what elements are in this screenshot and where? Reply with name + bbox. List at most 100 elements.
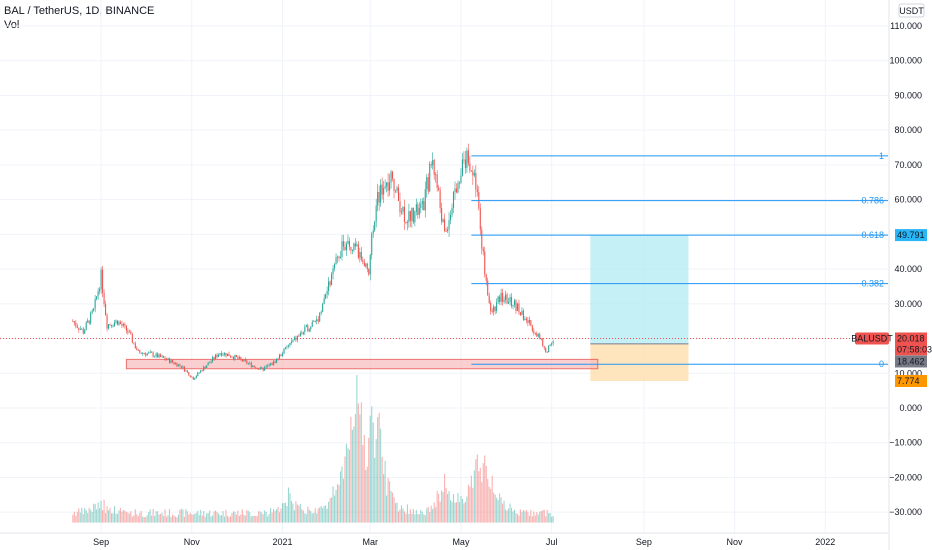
volume-bar: [466, 496, 468, 523]
candle-body: [177, 364, 179, 367]
volume-bar: [158, 514, 160, 523]
candle-body: [125, 325, 127, 331]
volume-bar: [360, 402, 362, 523]
candle-body: [320, 311, 322, 314]
candle-body: [371, 233, 373, 255]
candle-body: [406, 222, 408, 223]
volume-bar: [222, 511, 224, 523]
candle-body: [482, 248, 484, 252]
volume-bar: [493, 492, 495, 523]
volume-indicator-label[interactable]: Vol: [4, 19, 20, 31]
volume-bar: [299, 503, 301, 523]
volume-bar: [347, 448, 349, 523]
candle-body: [375, 205, 377, 222]
price-axis-badge-label: 07:58:03: [897, 344, 932, 354]
candle-body: [531, 325, 533, 331]
candle-body: [384, 186, 386, 188]
volume-bar: [475, 459, 477, 523]
candle-body: [243, 359, 245, 362]
candle-body: [415, 204, 417, 212]
candle-body: [311, 321, 313, 327]
candle-body: [533, 330, 535, 334]
candle-body: [131, 334, 133, 343]
candle-body: [463, 159, 465, 161]
candle-body: [174, 363, 176, 364]
volume-bar: [128, 513, 130, 523]
volume-bar: [200, 509, 202, 523]
volume-bar: [81, 507, 83, 523]
candle-body: [397, 187, 400, 202]
candle-body: [378, 191, 380, 203]
volume-bar: [247, 510, 249, 523]
volume-bar: [221, 515, 223, 523]
volume-bar: [531, 516, 533, 523]
volume-bar: [308, 509, 310, 523]
volume-bar: [304, 513, 306, 523]
volume-bar: [301, 509, 303, 523]
candle-body: [276, 358, 278, 363]
candle-body: [348, 240, 350, 247]
candle-body: [171, 360, 174, 363]
candle-body: [542, 338, 544, 347]
volume-bar: [292, 503, 294, 523]
candle-body: [329, 281, 331, 286]
volume-bar: [93, 503, 95, 523]
volume-bar: [429, 512, 431, 523]
volume-bar: [133, 515, 135, 523]
candle-body: [165, 359, 168, 361]
volume-bar: [174, 516, 176, 523]
volume-bar: [331, 497, 333, 523]
candle-body: [137, 350, 139, 351]
volume-bar: [451, 501, 453, 523]
volume-bar: [253, 515, 255, 523]
candle-body: [354, 243, 356, 247]
volume-bar: [469, 486, 471, 523]
candle-body: [234, 355, 236, 359]
candle-body: [441, 207, 443, 222]
candle-body: [363, 261, 365, 267]
volume-bar: [102, 510, 104, 523]
volume-bar: [261, 512, 263, 523]
volume-bar: [201, 515, 203, 523]
volume-bar: [455, 502, 458, 523]
volume-bar: [146, 515, 148, 523]
volume-bar: [237, 510, 239, 523]
candle-body: [393, 178, 395, 191]
volume-bar: [374, 457, 376, 523]
candle-body: [420, 204, 422, 209]
volume-bar: [478, 471, 480, 523]
candle-body: [228, 353, 230, 357]
candle-body: [218, 354, 220, 357]
volume-bar: [286, 505, 288, 523]
volume-bar: [362, 445, 364, 523]
candle-body: [429, 164, 431, 192]
volume-bar: [487, 478, 489, 523]
volume-bar: [170, 516, 172, 523]
volume-bar: [79, 512, 81, 523]
candle-body: [240, 357, 242, 360]
candle-body: [551, 343, 553, 345]
fib-level-label: 0.618: [861, 230, 884, 240]
volume-bar: [482, 463, 484, 523]
volume-bar: [210, 516, 212, 523]
volume-bar: [405, 513, 407, 523]
candle-body: [494, 306, 496, 311]
candle-body: [121, 323, 123, 326]
volume-bar: [179, 509, 181, 523]
volume-bar: [171, 514, 174, 523]
candle-body: [203, 366, 205, 371]
candle-body: [442, 219, 444, 222]
price-tick-label: 80.000: [894, 125, 922, 135]
currency-badge: [898, 3, 925, 18]
volume-bar: [148, 511, 150, 523]
volume-bar: [215, 510, 217, 523]
volume-bar: [283, 502, 285, 523]
candle-body: [209, 362, 211, 364]
volume-bar: [228, 517, 230, 523]
volume-bar: [414, 514, 416, 523]
candle-body: [256, 367, 258, 369]
candle-body: [232, 357, 234, 359]
volume-bar: [363, 434, 365, 523]
candle-body: [170, 360, 172, 363]
